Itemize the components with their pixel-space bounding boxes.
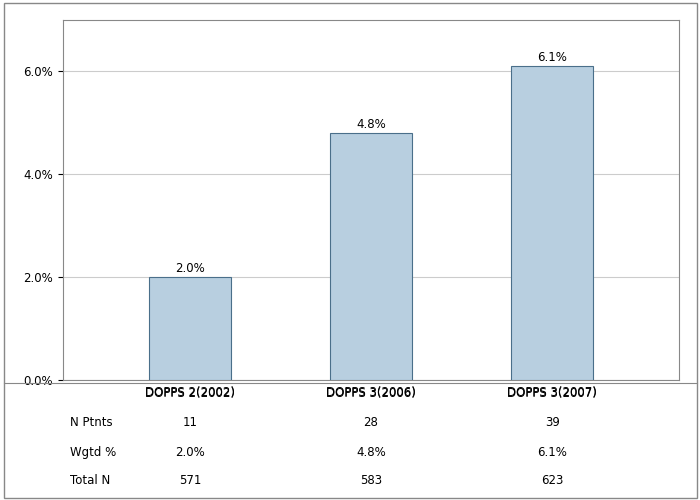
Text: 623: 623	[541, 474, 564, 488]
Text: 2.0%: 2.0%	[175, 262, 204, 274]
Text: 571: 571	[178, 474, 201, 488]
Text: 6.1%: 6.1%	[537, 50, 567, 64]
Text: 39: 39	[545, 416, 559, 429]
Text: 11: 11	[182, 416, 197, 429]
Text: 6.1%: 6.1%	[537, 446, 567, 459]
Bar	[330, 133, 412, 380]
Text: 583: 583	[360, 474, 382, 488]
Text: Wgtd %: Wgtd %	[70, 446, 116, 459]
Text: N Ptnts: N Ptnts	[70, 416, 113, 429]
Text: 28: 28	[363, 416, 379, 429]
Text: 2.0%: 2.0%	[175, 446, 204, 459]
Text: DOPPS 2(2002): DOPPS 2(2002)	[145, 386, 235, 399]
Text: 4.8%: 4.8%	[356, 446, 386, 459]
Text: 4.8%: 4.8%	[356, 118, 386, 130]
Bar	[512, 66, 593, 380]
Text: DOPPS 3(2006): DOPPS 3(2006)	[326, 386, 416, 399]
Text: DOPPS 3(2007): DOPPS 3(2007)	[508, 386, 597, 399]
Bar	[149, 277, 230, 380]
Text: Total N: Total N	[70, 474, 111, 488]
